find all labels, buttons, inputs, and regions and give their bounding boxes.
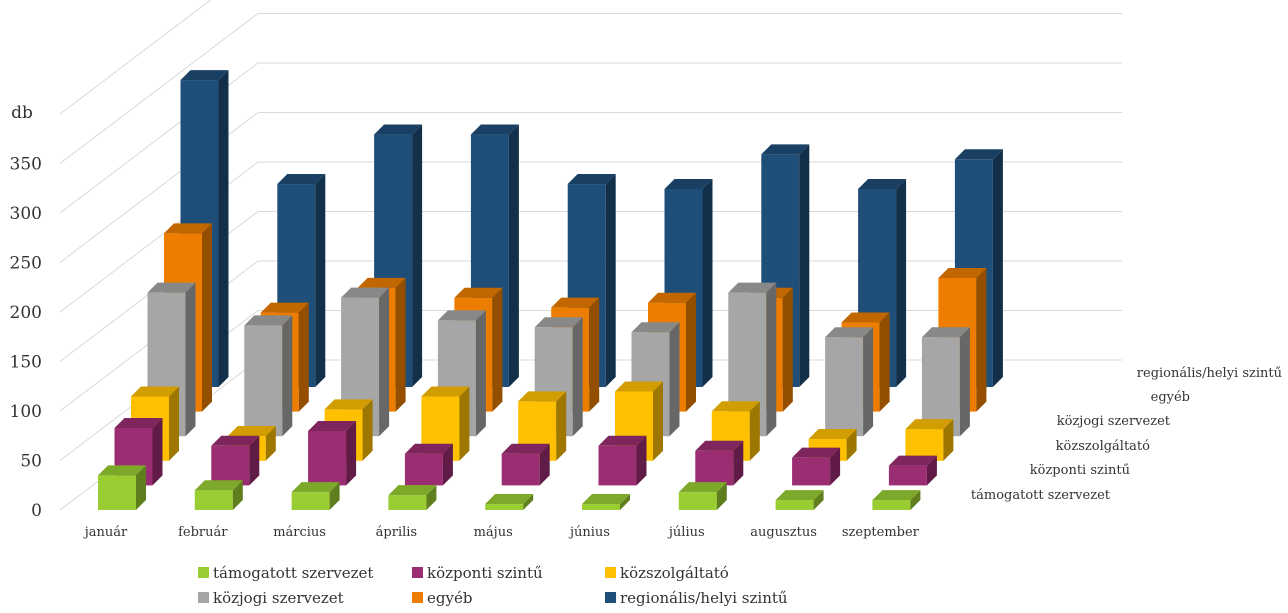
bar [825,327,874,437]
bar [905,419,954,461]
category-label: április [376,525,417,540]
depth-axis-label: közszolgáltató [1056,439,1150,454]
category-label: augusztus [750,525,817,540]
bar [291,482,340,510]
legend-item: közszolgáltató [605,564,729,582]
y-axis-label: db [11,103,33,123]
y-tick-label: 250 [10,254,42,274]
bar [615,381,663,461]
legend-swatch [412,567,423,578]
series-1 [114,417,937,486]
legend-item: közjogi szervezet [198,589,344,607]
y-tick-label: 150 [10,353,42,373]
category-label: február [178,525,228,540]
y-tick-label: 300 [10,204,42,224]
series-0 [98,465,921,510]
bar [695,440,744,486]
bar [872,490,921,510]
gridline-side [59,0,212,115]
bar [598,435,647,486]
bar [244,315,293,437]
category-label: június [568,525,610,540]
bar [678,482,727,510]
legend-item: támogatott szervezet [198,564,373,582]
bar [388,485,437,510]
legend-swatch [605,592,616,603]
legend-label: egyéb [427,589,472,607]
depth-axis-label: közjogi szervezet [1057,414,1171,429]
legend-swatch [412,592,423,603]
legend-item: egyéb [412,589,472,607]
depth-axis-label: egyéb [1151,390,1190,405]
gridline-side [59,13,259,164]
category-label: január [83,525,128,540]
category-labels: január február március április május június jú… [83,525,920,540]
legend-label: központi szintű [427,564,543,582]
depth-axis-label: központi szintű [1030,463,1130,478]
bar [501,443,550,486]
bar [775,490,824,510]
legend-swatch [198,567,209,578]
bar [194,480,243,510]
bar [404,443,453,486]
legend-label: regionális/helyi szintű [620,589,788,607]
y-axis-ticks: 0 50 100 150 200 250 300 350 [10,155,42,522]
category-label: július [667,525,705,540]
y-tick-label: 200 [10,303,42,323]
legend-item: központi szintű [412,564,543,582]
legend-swatch [605,567,616,578]
bar [888,455,937,486]
category-label: május [474,525,513,540]
bar [582,494,630,510]
category-label: március [273,525,326,540]
category-label: szeptember [842,525,920,540]
depth-axis-label: támogatott szervezet [971,488,1111,503]
legend-swatch [198,592,209,603]
bar [485,494,534,510]
bar [792,447,841,486]
bar-marks [98,70,1003,510]
bar [534,317,583,437]
legend-item: regionális/helyi szintű [605,589,788,607]
series-depth-labels: támogatott szervezet központi szintű közsz… [971,366,1282,503]
legend: támogatott szervezet központi szintű közsz… [198,564,788,607]
y-tick-label: 0 [31,501,42,521]
depth-axis-label: regionális/helyi szintű [1137,366,1282,381]
bar [211,435,260,486]
y-tick-label: 350 [10,155,42,175]
bar [98,465,146,510]
legend-label: támogatott szervezet [213,564,373,582]
legend-label: közjogi szervezet [213,589,344,607]
y-tick-label: 100 [10,402,42,422]
bar [308,420,357,486]
legend-label: közszolgáltató [620,564,729,582]
y-tick-label: 50 [20,452,42,472]
